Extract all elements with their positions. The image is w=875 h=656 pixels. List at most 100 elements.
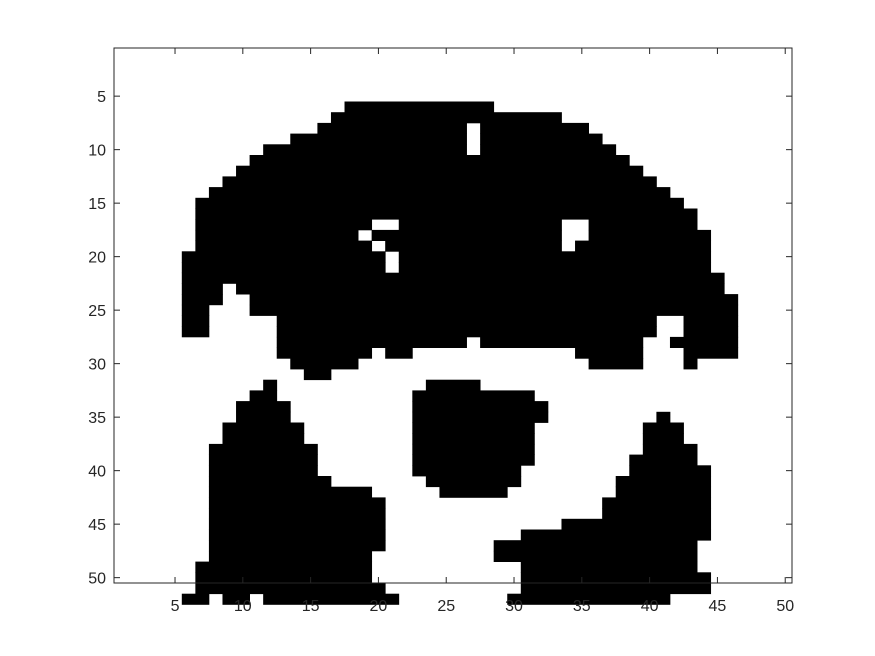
pixel-run-r40-2 [629,465,712,477]
x-tick-label-30: 30 [505,598,523,615]
pixel-run-r29-2 [575,347,644,359]
pixel-run-r10-0 [263,144,467,156]
pixel-run-r18-2 [588,229,712,241]
pixel-run-r42-0 [208,486,373,498]
pixel-run-r26-1 [276,315,657,327]
pixel-run-r39-2 [629,454,698,466]
pixel-run-r45-0 [208,518,386,530]
y-tick-label-40: 40 [88,464,106,481]
pixel-run-r44-0 [208,508,386,520]
x-tick-label-50: 50 [776,598,794,615]
pixel-run-r41-0 [208,476,332,488]
pixel-run-r10-1 [480,144,617,156]
pixel-run-r24-0 [181,294,223,306]
y-tick-label-25: 25 [88,303,106,320]
pixel-run-r37-2 [642,433,684,445]
pixel-run-r11-0 [249,155,630,167]
pixel-run-r18-1 [371,229,562,241]
pixel-run-r25-0 [181,304,210,316]
pixel-run-r28-2 [669,336,739,348]
pixel-run-r15-0 [195,197,684,209]
pixel-run-r43-1 [602,497,712,509]
pixel-run-r14-0 [208,187,671,199]
pixel-run-r35-0 [236,411,291,423]
pixel-run-r23-1 [236,283,725,295]
pixel-run-r40-0 [208,465,318,477]
pixel-run-r12-0 [236,165,644,177]
pixel-run-r44-1 [602,508,712,520]
pixel-run-r52-0 [181,593,210,605]
pixel-run-r9-0 [290,133,467,145]
pixel-run-r52-3 [507,593,671,605]
pixel-run-r20-0 [181,251,386,263]
y-tick-label-50: 50 [88,571,106,588]
pixel-run-r20-1 [398,251,712,263]
pixel-run-r8-0 [317,122,467,134]
pixel-run-r19-2 [575,240,712,252]
pixel-run-r17-1 [398,219,562,231]
pixel-run-r13-0 [222,176,657,188]
pixel-run-r50-1 [520,572,712,584]
pixel-run-r28-1 [480,336,644,348]
pixel-run-r51-1 [520,583,712,595]
x-tick-label-25: 25 [437,598,455,615]
pixel-run-r17-2 [588,219,698,231]
pixel-run-r33-0 [249,390,278,402]
pixel-run-r38-2 [642,443,698,455]
pixel-run-r38-1 [412,443,535,455]
pixel-run-r29-3 [683,347,739,359]
pixel-run-r24-1 [249,294,739,306]
pixel-run-r46-1 [520,529,712,541]
pixel-run-r19-1 [385,240,562,252]
pixel-run-r51-0 [195,583,386,595]
pixel-run-r37-1 [412,433,535,445]
pixel-run-r52-1 [222,593,250,605]
pixel-run-r27-0 [181,326,210,338]
pixel-run-r52-2 [263,593,400,605]
y-tick-label-30: 30 [88,357,106,374]
pixel-run-r29-0 [276,347,373,359]
pixel-run-r50-0 [195,572,373,584]
y-tick-label-5: 5 [97,89,106,106]
pixel-run-r46-0 [208,529,386,541]
pixel-run-r35-2 [656,411,671,423]
y-tick-label-15: 15 [88,196,106,213]
pixel-run-r47-1 [493,540,698,552]
pixel-run-r39-0 [208,454,318,466]
x-tick-label-5: 5 [171,598,180,615]
pixel-run-r23-0 [181,283,223,295]
pixel-run-r32-1 [425,379,481,391]
pixel-run-r21-0 [181,262,386,274]
pixel-run-r27-2 [683,326,739,338]
pixel-run-r36-0 [222,422,305,434]
pixel-run-r6-0 [344,101,495,113]
x-tick-label-35: 35 [573,598,591,615]
pixel-run-r43-0 [208,497,386,509]
pixel-run-r26-2 [683,315,739,327]
x-tick-label-40: 40 [641,598,659,615]
pixel-run-r31-0 [303,369,332,381]
pixel-run-r30-0 [290,358,359,370]
pixel-run-r25-1 [249,304,739,316]
pixel-run-r17-0 [195,219,373,231]
y-tick-label-20: 20 [88,250,106,267]
axes-box [113,47,793,584]
pixel-run-r28-0 [276,336,467,348]
pixel-run-r26-0 [181,315,210,327]
pixel-run-r29-1 [385,347,413,359]
pixel-run-r41-2 [615,476,712,488]
pixel-run-r42-2 [615,486,712,498]
pixel-run-r49-0 [195,561,373,573]
pixel-run-r41-1 [425,476,522,488]
pixel-run-r9-1 [480,133,603,145]
pixel-run-r36-2 [642,422,684,434]
pixel-run-r34-1 [412,401,549,413]
x-axis: 5 10 15 20 25 30 35 40 45 50 [171,48,794,615]
pixel-run-r32-0 [263,379,278,391]
pixel-run-r37-0 [222,433,305,445]
y-axis: 5 10 15 20 25 30 35 40 45 50 [88,89,792,588]
pixel-run-r35-1 [412,411,549,423]
pixel-run-r39-1 [412,454,535,466]
pixel-run-r30-2 [683,358,698,370]
pixel-run-r22-0 [181,272,725,284]
